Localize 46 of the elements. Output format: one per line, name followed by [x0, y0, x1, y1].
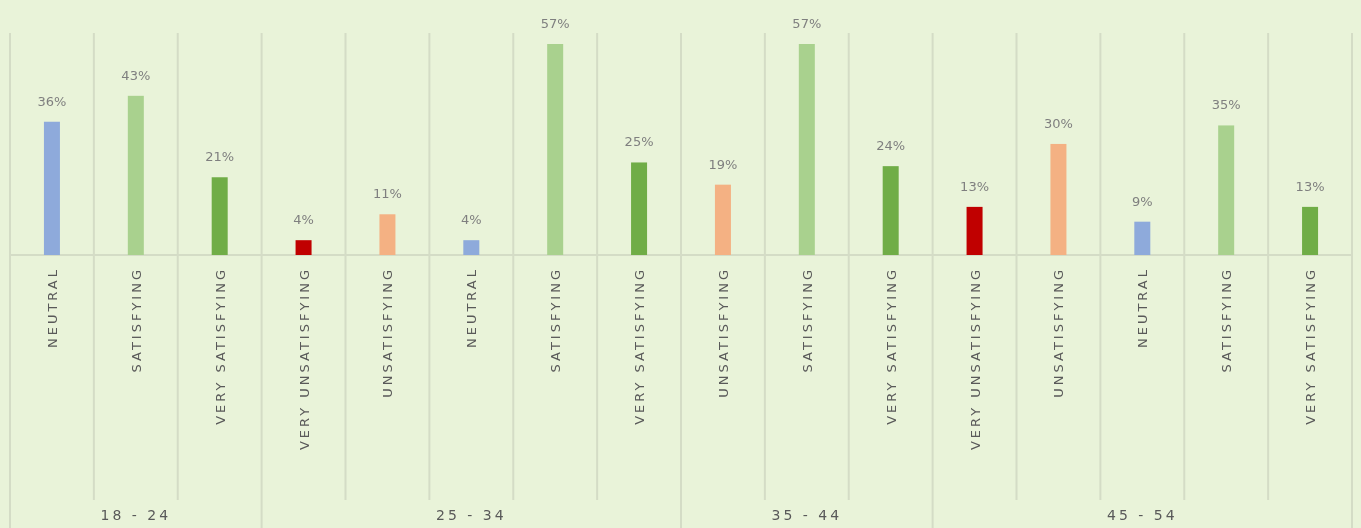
data-label: 21% [205, 149, 235, 165]
data-label: 24% [876, 138, 906, 154]
data-label: 11% [372, 186, 402, 202]
x-tick-label: SATISFYING [548, 267, 564, 373]
data-label: 19% [708, 156, 738, 172]
x-tick-label: UNSATISFYING [715, 267, 731, 398]
x-tick-label: NEUTRAL [1135, 267, 1151, 349]
data-label: 57% [540, 16, 570, 31]
text: 45 - 54 [1107, 507, 1178, 523]
data-label: 36% [37, 93, 67, 109]
x-tick-label: VERY UNSATISFYING [296, 267, 312, 451]
x-tick-label: UNSATISFYING [380, 267, 396, 398]
data-label: 9% [1132, 193, 1153, 209]
bar [379, 214, 396, 255]
text: 35 - 44 [771, 507, 843, 523]
x-tick-label: SATISFYING [1219, 267, 1235, 373]
data-label: 57% [792, 16, 822, 31]
x-tick-label: NEUTRAL [464, 267, 480, 349]
bar [295, 240, 312, 255]
data-label: 30% [1043, 115, 1073, 131]
x-tick-label: VERY UNSATISFYING [967, 267, 983, 451]
x-tick-label: VERY SATISFYING [1303, 267, 1319, 425]
bar [463, 240, 480, 255]
x-tick-label: SATISFYING [128, 267, 144, 373]
x-tick-label: SATISFYING [799, 267, 815, 373]
data-label: 13% [960, 178, 990, 194]
x-tick-label: VERY SATISFYING [212, 267, 228, 425]
data-label: 43% [121, 67, 151, 83]
text: 25 - 34 [436, 507, 507, 523]
x-tick-label: NEUTRAL [44, 267, 60, 349]
bar [1134, 221, 1151, 255]
bar [547, 44, 564, 255]
x-tick-label: VERY SATISFYING [632, 267, 648, 425]
data-label: 13% [1295, 178, 1325, 194]
x-tick-label: UNSATISFYING [1051, 267, 1067, 398]
bar [631, 162, 648, 255]
data-label: 4% [461, 212, 482, 228]
bar [1050, 143, 1067, 255]
bar [966, 206, 983, 255]
data-label: 35% [1211, 97, 1241, 113]
data-label: 4% [293, 212, 314, 228]
x-tick-label: VERY SATISFYING [883, 267, 899, 425]
data-label: 25% [624, 134, 654, 150]
text: 18 - 24 [100, 507, 172, 523]
bar [1218, 125, 1235, 255]
bar [1302, 206, 1319, 255]
